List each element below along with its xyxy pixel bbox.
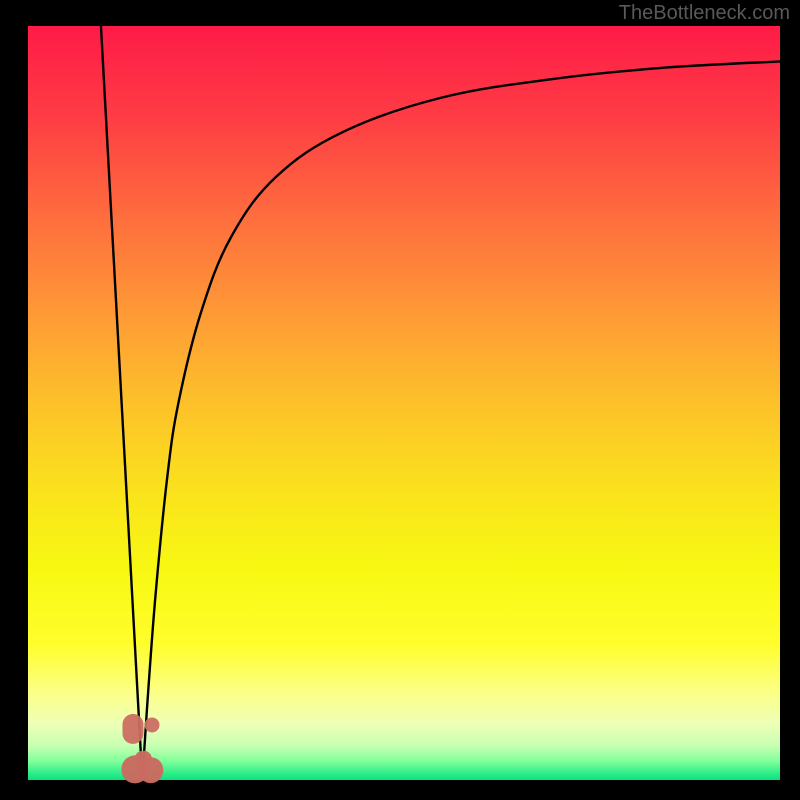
bottleneck-curve-svg xyxy=(28,26,780,780)
data-marker xyxy=(145,717,160,732)
data-marker xyxy=(135,751,152,768)
curve-left-descent xyxy=(101,26,142,780)
watermark-text: TheBottleneck.com xyxy=(619,2,790,25)
curve-right-ascent xyxy=(142,61,780,780)
plot-area xyxy=(28,26,780,780)
data-marker xyxy=(123,714,144,744)
